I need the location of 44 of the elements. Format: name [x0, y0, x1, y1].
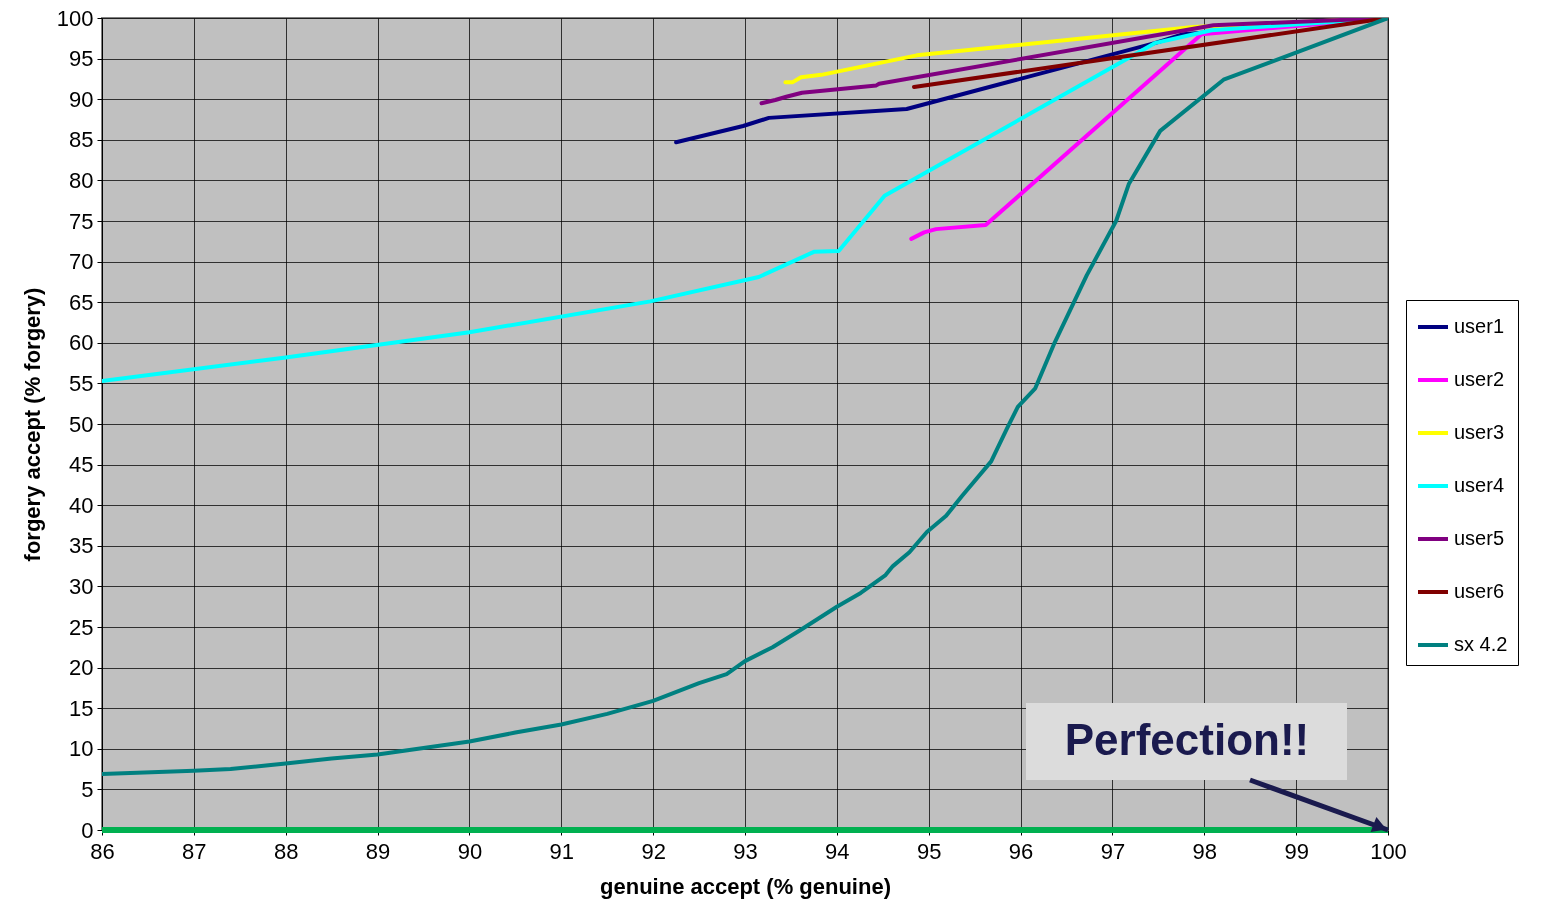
y-tick-label: 55: [69, 370, 94, 396]
y-tick-label: 40: [69, 492, 94, 518]
x-tick-label: 95: [916, 838, 942, 864]
y-tick-label: 60: [69, 330, 94, 356]
x-tick-label: 93: [733, 838, 758, 864]
x-tick-label: 99: [1284, 838, 1309, 864]
legend-label: user3: [1454, 421, 1505, 443]
y-tick-label: 80: [69, 167, 94, 193]
x-tick-label: 100: [1370, 838, 1407, 864]
y-tick-label: 90: [69, 86, 94, 112]
y-tick-label: 15: [69, 695, 94, 721]
y-tick-label: 50: [69, 411, 94, 437]
x-tick-label: 94: [825, 838, 850, 864]
y-tick-label: 75: [69, 208, 94, 234]
x-tick-label: 90: [457, 838, 483, 864]
legend-label: user1: [1454, 315, 1505, 337]
y-tick-label: 35: [69, 533, 94, 559]
x-tick-label: 97: [1100, 838, 1126, 864]
y-tick-label: 25: [69, 614, 94, 640]
legend-label: user4: [1454, 474, 1505, 496]
x-tick-label: 88: [273, 838, 299, 864]
y-tick-label: 10: [69, 736, 94, 762]
annotation: Perfection!!: [1064, 715, 1310, 764]
y-tick-label: 85: [69, 127, 94, 153]
y-axis-title: forgery accept (% forgery): [19, 287, 45, 562]
legend-label: user5: [1454, 527, 1505, 549]
y-tick-label: 65: [69, 289, 94, 315]
legend-label: user2: [1454, 368, 1505, 390]
y-tick-label: 95: [69, 46, 94, 72]
legend-label: sx 4.2: [1454, 633, 1508, 655]
y-tick-label: 30: [69, 573, 94, 599]
legend-label: user6: [1454, 580, 1505, 602]
x-tick-label: 98: [1192, 838, 1218, 864]
y-tick-label: 5: [81, 776, 94, 802]
y-tick-label: 70: [69, 249, 94, 275]
y-tick-label: 100: [56, 5, 94, 31]
x-tick-label: 96: [1008, 838, 1034, 864]
y-tick-label: 20: [69, 655, 94, 681]
x-tick-label: 89: [365, 838, 391, 864]
y-tick-label: 45: [69, 452, 94, 478]
x-tick-label: 91: [549, 838, 575, 864]
x-axis-title: genuine accept (% genuine): [600, 873, 891, 899]
x-tick-label: 92: [641, 838, 666, 864]
x-tick-label: 87: [182, 838, 207, 864]
